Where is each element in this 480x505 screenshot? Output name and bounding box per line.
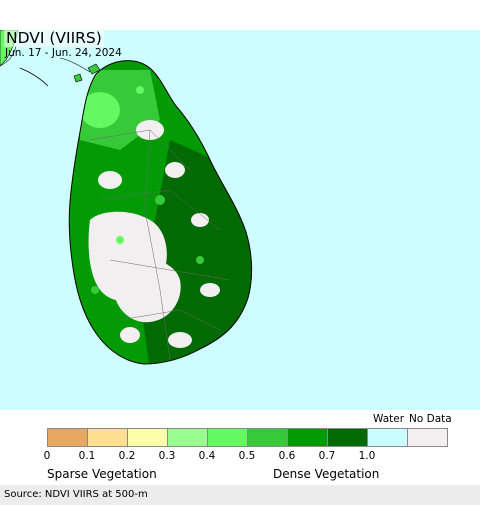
legend-swatch <box>87 428 128 447</box>
tick-label: 0.2 <box>118 450 136 462</box>
water-label: Water <box>373 413 405 425</box>
ndvi-map <box>0 30 253 365</box>
tick-label: 0 <box>43 450 51 462</box>
source-text: Source: NDVI VIIRS at 500-m <box>4 489 148 500</box>
sri-lanka-outline <box>68 60 253 365</box>
legend-swatch <box>167 428 208 447</box>
jaffna-islands <box>73 63 101 83</box>
legend-swatch <box>247 428 288 447</box>
tick-label: 1.0 <box>358 450 376 462</box>
tick-label: 0.5 <box>238 450 256 462</box>
legend-swatch <box>287 428 328 447</box>
map-area: NDVI (VIIRS) Jun. 17 - Jun. 24, 2024 <box>0 29 480 410</box>
nodata-label: No Data <box>409 413 452 425</box>
mannar-coast <box>19 67 49 87</box>
legend-swatch <box>407 428 448 447</box>
tick-label: 0.7 <box>318 450 336 462</box>
map-title: NDVI (VIIRS) <box>4 29 104 47</box>
legend-swatch <box>127 428 168 447</box>
tick-label: 0.3 <box>158 450 176 462</box>
legend-swatch <box>367 428 408 447</box>
legend-swatch <box>327 428 368 447</box>
date-range: Jun. 17 - Jun. 24, 2024 <box>5 47 122 59</box>
source-bar: Source: NDVI VIIRS at 500-m <box>0 485 480 505</box>
sparse-vegetation-label: Sparse Vegetation <box>47 467 157 481</box>
legend-swatch <box>47 428 88 447</box>
india-edge <box>0 45 17 67</box>
legend: Water No Data 0 0.1 0.2 0.3 0.4 0.5 0.6 … <box>0 410 480 485</box>
legend-swatch <box>207 428 248 447</box>
dense-vegetation-label: Dense Vegetation <box>273 467 380 481</box>
tick-label: 0.1 <box>78 450 96 462</box>
tick-label: 0.4 <box>198 450 216 462</box>
tick-label: 0.6 <box>278 450 296 462</box>
